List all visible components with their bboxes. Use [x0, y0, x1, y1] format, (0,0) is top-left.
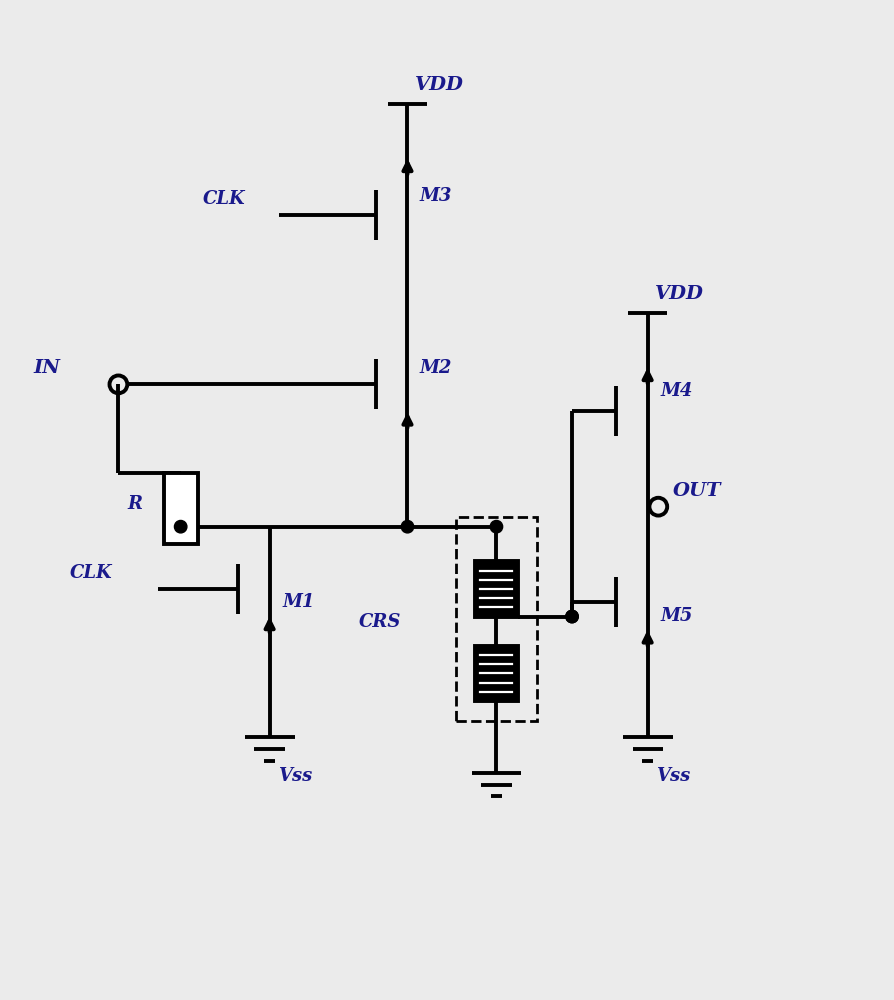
Bar	[455, 517, 536, 721]
Bar	[164, 473, 198, 544]
Circle shape	[490, 520, 502, 533]
Text: M5: M5	[660, 607, 692, 625]
Text: M2: M2	[419, 359, 451, 377]
Text: IN: IN	[34, 359, 61, 377]
Circle shape	[174, 520, 187, 533]
Circle shape	[565, 610, 578, 623]
Circle shape	[565, 610, 578, 623]
Circle shape	[401, 520, 413, 533]
Bar	[475, 561, 518, 617]
Text: CRS: CRS	[358, 613, 401, 631]
Text: VDD: VDD	[414, 76, 463, 94]
Text: OUT: OUT	[671, 482, 721, 500]
Text: M4: M4	[660, 382, 692, 400]
Text: Vss: Vss	[656, 767, 690, 785]
Text: Vss: Vss	[278, 767, 312, 785]
Bar	[475, 646, 518, 701]
Text: VDD: VDD	[654, 285, 703, 303]
Text: CLK: CLK	[70, 564, 112, 582]
Text: CLK: CLK	[203, 190, 245, 208]
Text: R: R	[127, 495, 142, 513]
Text: M3: M3	[419, 187, 451, 205]
Text: M1: M1	[282, 593, 314, 611]
